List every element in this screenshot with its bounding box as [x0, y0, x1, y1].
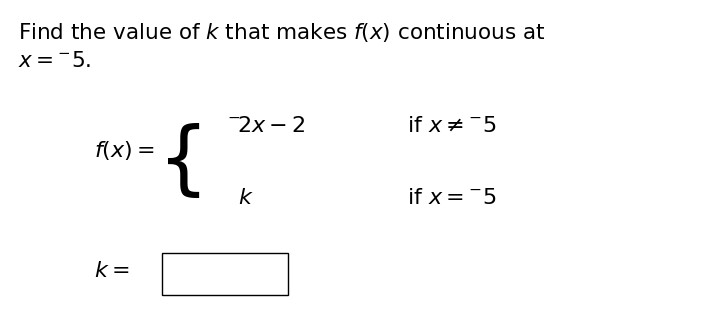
- Text: if $x \neq {^{-}5}$: if $x \neq {^{-}5}$: [407, 116, 497, 136]
- Text: $k$: $k$: [238, 189, 253, 208]
- FancyBboxPatch shape: [162, 253, 288, 295]
- Text: $k =$: $k =$: [94, 261, 129, 280]
- Text: $x = {^{-}5}.$: $x = {^{-}5}.$: [18, 51, 91, 71]
- Text: $f(x) =$: $f(x) =$: [94, 139, 155, 162]
- Text: if $x = {^{-}5}$: if $x = {^{-}5}$: [407, 189, 497, 208]
- Text: $^{-}\!2x - 2$: $^{-}\!2x - 2$: [227, 116, 305, 136]
- Text: Find the value of $k$ that makes $f(x)$ continuous at: Find the value of $k$ that makes $f(x)$ …: [18, 21, 546, 44]
- Text: {: {: [158, 123, 210, 201]
